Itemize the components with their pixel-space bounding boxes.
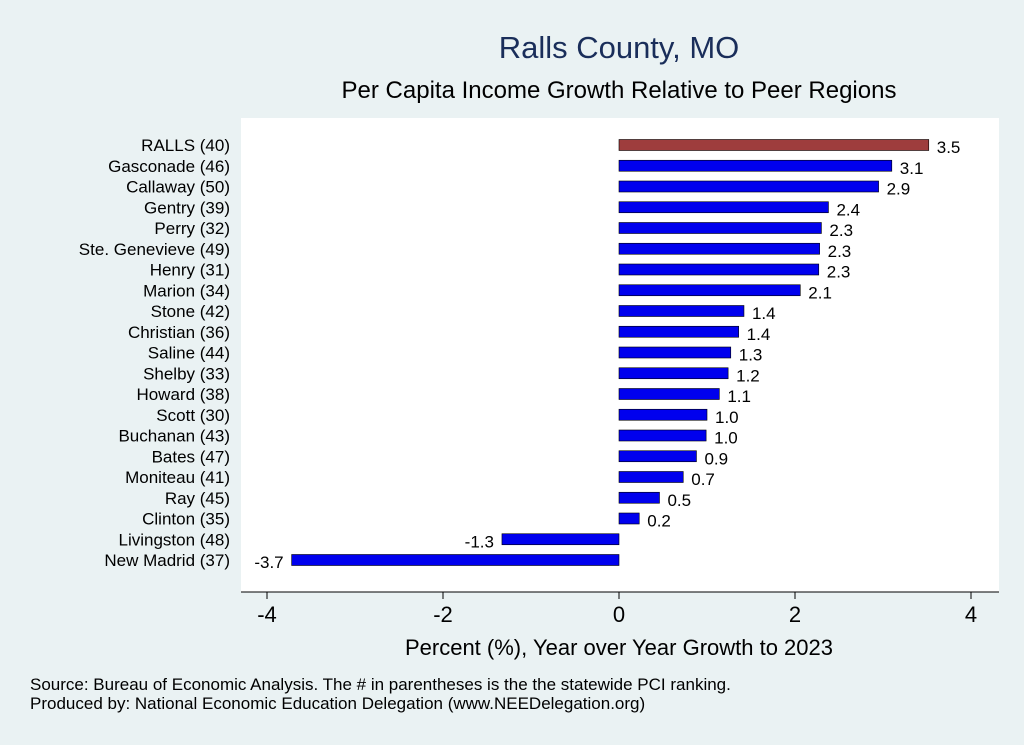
category-label-8: Stone (42): [151, 302, 230, 321]
bar-6: [618, 263, 820, 276]
data-labels: 3.53.12.92.42.32.32.32.11.41.41.31.21.11…: [254, 138, 960, 572]
bar-7: [618, 284, 801, 297]
data-label-20: -3.7: [254, 553, 283, 572]
data-label-16: 0.7: [691, 470, 715, 489]
data-label-1: 3.1: [900, 159, 924, 178]
bar-2: [618, 180, 879, 193]
data-label-4: 2.3: [829, 221, 853, 240]
data-label-12: 1.1: [727, 387, 751, 406]
category-label-9: Christian (36): [128, 323, 230, 342]
data-label-11: 1.2: [736, 366, 760, 385]
category-label-1: Gasconade (46): [108, 157, 230, 176]
category-label-13: Scott (30): [156, 406, 230, 425]
category-label-5: Ste. Genevieve (49): [79, 240, 230, 259]
category-label-6: Henry (31): [150, 261, 230, 280]
category-label-15: Bates (47): [152, 447, 230, 466]
bar-20: [291, 554, 620, 566]
category-label-4: Perry (32): [154, 219, 230, 238]
category-label-3: Gentry (39): [144, 198, 230, 217]
category-label-2: Callaway (50): [126, 178, 230, 197]
data-label-8: 1.4: [752, 304, 776, 323]
bar-11: [618, 367, 729, 380]
chart-title: Ralls County, MO: [499, 30, 740, 65]
category-label-14: Buchanan (43): [118, 427, 230, 446]
bar-19: [501, 533, 620, 546]
data-label-2: 2.9: [887, 180, 911, 199]
category-label-19: Livingston (48): [118, 530, 230, 549]
category-label-10: Saline (44): [148, 344, 230, 363]
data-label-5: 2.3: [828, 242, 852, 261]
bar-15: [618, 450, 697, 463]
bar-9: [618, 325, 739, 338]
source-note: Source: Bureau of Economic Analysis. The…: [30, 675, 731, 694]
data-label-9: 1.4: [747, 325, 771, 344]
data-label-18: 0.2: [647, 512, 671, 531]
data-label-3: 2.4: [836, 200, 860, 219]
chart-subtitle: Per Capita Income Growth Relative to Pee…: [342, 77, 897, 104]
bar-12: [618, 388, 720, 400]
x-axis-ticks: -4 -2 0 2 4: [257, 592, 977, 627]
x-tick-label-2: 0: [613, 602, 625, 627]
bar-3: [618, 201, 829, 214]
bar-13: [618, 408, 708, 421]
data-label-7: 2.1: [808, 283, 832, 302]
bar-5: [618, 242, 820, 255]
data-label-0: 3.5: [937, 138, 961, 157]
bar-0: [618, 139, 930, 151]
bar-18: [618, 512, 640, 525]
category-label-17: Ray (45): [165, 489, 230, 508]
bar-17: [618, 491, 660, 504]
category-label-7: Marion (34): [143, 281, 230, 300]
category-label-12: Howard (38): [136, 385, 230, 404]
bar-4: [618, 222, 822, 234]
bar-14: [618, 429, 707, 442]
produced-by-note: Produced by: National Economic Education…: [30, 694, 645, 713]
category-labels: RALLS (40) Gasconade (46) Callaway (50)Gen…: [79, 136, 230, 570]
bar-16: [618, 471, 684, 483]
category-label-16: Moniteau (41): [125, 468, 230, 487]
data-label-19: -1.3: [465, 532, 494, 551]
x-tick-label-4: 4: [965, 602, 977, 627]
bars-group: [291, 139, 930, 566]
x-tick-label-0: -4: [257, 602, 277, 627]
data-label-14: 1.0: [714, 429, 738, 448]
bar-8: [618, 305, 745, 317]
category-label-20: New Madrid (37): [104, 551, 230, 570]
data-label-17: 0.5: [667, 491, 691, 510]
category-label-18: Clinton (35): [142, 510, 230, 529]
bar-1: [618, 159, 893, 172]
data-label-6: 2.3: [827, 263, 851, 282]
data-label-15: 0.9: [704, 449, 728, 468]
category-label-11: Shelby (33): [143, 364, 230, 383]
bar-10: [618, 346, 732, 359]
x-axis-label: Percent (%), Year over Year Growth to 20…: [405, 635, 833, 660]
category-label-0: RALLS (40): [141, 136, 230, 155]
data-label-10: 1.3: [739, 346, 763, 365]
x-tick-label-3: 2: [789, 602, 801, 627]
data-label-13: 1.0: [715, 408, 739, 427]
x-tick-label-1: -2: [433, 602, 453, 627]
